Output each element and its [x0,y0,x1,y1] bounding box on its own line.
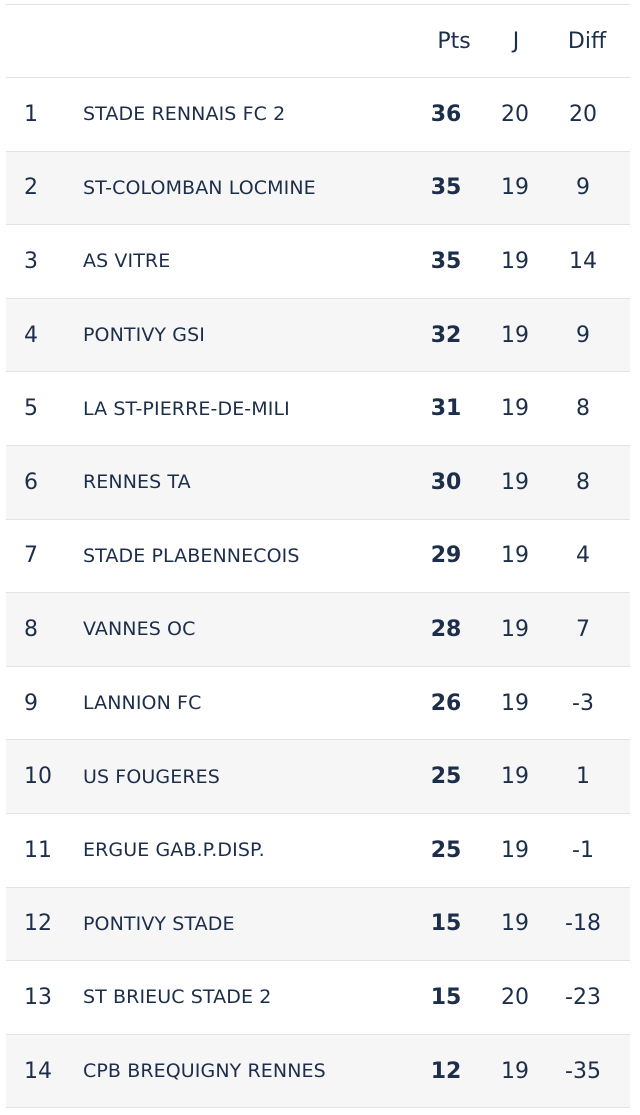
points-cell: 31 [430,396,462,422]
rank-cell: 2 [24,175,38,201]
played-cell: 19 [501,175,529,201]
rank-cell: 12 [24,911,52,937]
goal-diff-cell: -1 [572,837,594,863]
played-cell: 19 [501,1058,529,1084]
goal-diff-cell: -18 [565,911,601,937]
points-cell: 28 [430,616,462,642]
team-name-cell: STADE RENNAIS FC 2 [83,103,286,126]
table-body: 1 STADE RENNAIS FC 2 36 20 20 2 ST-COLOMBAN LO… [6,78,630,1109]
points-cell: 26 [430,690,462,716]
goal-diff-cell: 8 [576,469,590,495]
played-cell: 19 [501,764,529,790]
table-row[interactable]: 11 ERGUE GAB.P.DISP. 25 19 -1 [6,813,630,888]
team-name-cell: ST-COLOMBAN LOCMINE [83,176,316,199]
table-row[interactable]: 10 US FOUGERES 25 19 1 [6,740,630,814]
team-name-cell: STADE PLABENNECOIS [83,544,300,567]
table-header: Pts J Diff [6,5,630,78]
table-row[interactable]: 2 ST-COLOMBAN LOCMINE 35 19 9 [6,151,630,226]
rank-cell: 11 [24,837,52,863]
goal-diff-cell: -23 [565,984,601,1010]
team-name-cell: ST BRIEUC STADE 2 [83,986,272,1009]
table-row[interactable]: 8 VANNES OC 28 19 7 [6,593,630,667]
rank-cell: 8 [24,616,38,642]
rank-cell: 14 [24,1058,52,1084]
goal-diff-cell: -3 [572,690,594,716]
points-cell: 12 [430,1058,462,1084]
rank-cell: 1 [24,101,38,127]
team-name-cell: RENNES TA [83,471,191,494]
points-cell: 36 [430,101,462,127]
points-cell: 25 [430,764,462,790]
played-cell: 20 [501,984,529,1010]
team-name-cell: ERGUE GAB.P.DISP. [83,839,265,862]
rank-cell: 5 [24,396,38,422]
goal-diff-cell: 8 [576,396,590,422]
points-cell: 30 [430,469,462,495]
team-name-cell: US FOUGERES [83,765,220,788]
team-name-cell: LANNION FC [83,692,202,715]
rank-cell: 3 [24,248,38,274]
rank-cell: 10 [24,764,52,790]
played-cell: 19 [501,911,529,937]
goal-diff-cell: 9 [576,175,590,201]
team-name-cell: VANNES OC [83,618,196,641]
played-cell: 19 [501,616,529,642]
points-cell: 29 [430,543,462,569]
points-cell: 15 [430,984,462,1010]
team-name-cell: CPB BREQUIGNY RENNES [83,1060,326,1083]
table-row[interactable]: 9 LANNION FC 26 19 -3 [6,666,630,741]
header-pts[interactable]: Pts [437,28,471,54]
rank-cell: 7 [24,543,38,569]
rank-cell: 9 [24,690,38,716]
header-diff[interactable]: Diff [567,28,607,54]
table-row[interactable]: 3 AS VITRE 35 19 14 [6,225,630,299]
table-row[interactable]: 4 PONTIVY GSI 32 19 9 [6,298,630,373]
table-row[interactable]: 14 CPB BREQUIGNY RENNES 12 19 -35 [6,1034,630,1109]
points-cell: 32 [430,322,462,348]
table-row[interactable]: 1 STADE RENNAIS FC 2 36 20 20 [6,78,630,152]
rank-cell: 6 [24,469,38,495]
team-name-cell: PONTIVY STADE [83,912,235,935]
played-cell: 20 [501,101,529,127]
points-cell: 25 [430,837,462,863]
goal-diff-cell: 7 [576,616,590,642]
points-cell: 15 [430,911,462,937]
played-cell: 19 [501,248,529,274]
goal-diff-cell: 1 [576,764,590,790]
team-name-cell: LA ST-PIERRE-DE-MILI [83,397,290,420]
goal-diff-cell: 20 [569,101,597,127]
goal-diff-cell: 4 [576,543,590,569]
table-row[interactable]: 13 ST BRIEUC STADE 2 15 20 -23 [6,961,630,1035]
goal-diff-cell: -35 [565,1058,601,1084]
played-cell: 19 [501,396,529,422]
table-row[interactable]: 6 RENNES TA 30 19 8 [6,445,630,520]
rank-cell: 4 [24,322,38,348]
table-row[interactable]: 7 STADE PLABENNECOIS 29 19 4 [6,519,630,594]
played-cell: 19 [501,837,529,863]
rank-cell: 13 [24,984,52,1010]
played-cell: 19 [501,543,529,569]
header-played[interactable]: J [512,28,520,54]
team-name-cell: AS VITRE [83,250,171,273]
points-cell: 35 [430,248,462,274]
goal-diff-cell: 14 [569,248,597,274]
goal-diff-cell: 9 [576,322,590,348]
table-row[interactable]: 5 LA ST-PIERRE-DE-MILI 31 19 8 [6,372,630,446]
team-name-cell: PONTIVY GSI [83,324,205,347]
played-cell: 19 [501,322,529,348]
table-row[interactable]: 12 PONTIVY STADE 15 19 -18 [6,887,630,962]
points-cell: 35 [430,175,462,201]
played-cell: 19 [501,690,529,716]
played-cell: 19 [501,469,529,495]
standings-table: Pts J Diff 1 STADE RENNAIS FC 2 36 20 20 2 ST-… [6,4,630,1109]
